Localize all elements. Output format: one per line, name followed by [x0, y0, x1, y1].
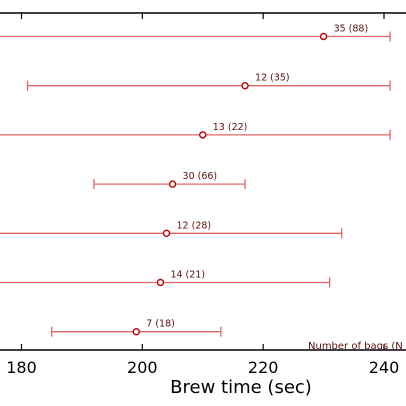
plot-frame [0, 12, 406, 351]
x-tick-label: 200 [127, 358, 158, 377]
point-marker [241, 81, 249, 90]
point-marker [168, 180, 177, 188]
point-label: 12 (35) [255, 73, 290, 84]
note-label: Number of bags (N [308, 341, 403, 352]
error-bars: 35 (88) 12 (35) 13 (22) 30 (66) 12 (28) 14 (2… [0, 24, 391, 337]
point-label: 12 (28) [177, 220, 212, 231]
point-marker [162, 229, 171, 238]
point-label: 7 (18) [146, 319, 175, 330]
x-axis-ticks: 180 200 220 240 [6, 13, 399, 377]
point-label: 35 (88) [334, 24, 369, 35]
x-tick-label: 240 [369, 358, 400, 377]
point-label: 30 (66) [183, 171, 218, 182]
point-marker [319, 32, 328, 41]
point-label: 13 (22) [213, 122, 248, 133]
point-marker [156, 278, 165, 287]
point-label: 14 (21) [170, 270, 205, 281]
x-tick-label: 180 [6, 358, 37, 377]
point-marker [132, 328, 140, 336]
point-marker [199, 131, 207, 139]
x-axis-title: Brew time (sec) [170, 377, 312, 398]
x-tick-label: 220 [248, 358, 279, 377]
